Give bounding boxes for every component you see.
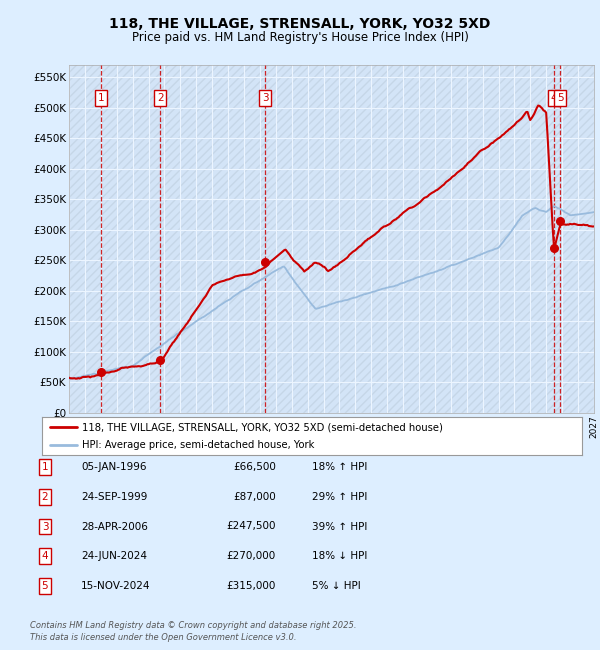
Text: £87,000: £87,000 [233, 491, 276, 502]
Text: 18% ↓ HPI: 18% ↓ HPI [312, 551, 367, 562]
Text: 1: 1 [41, 462, 49, 472]
Text: 118, THE VILLAGE, STRENSALL, YORK, YO32 5XD (semi-detached house): 118, THE VILLAGE, STRENSALL, YORK, YO32 … [83, 422, 443, 432]
Text: 24-JUN-2024: 24-JUN-2024 [81, 551, 147, 562]
Text: 1: 1 [98, 93, 104, 103]
Text: HPI: Average price, semi-detached house, York: HPI: Average price, semi-detached house,… [83, 440, 315, 450]
Text: 118, THE VILLAGE, STRENSALL, YORK, YO32 5XD: 118, THE VILLAGE, STRENSALL, YORK, YO32 … [109, 17, 491, 31]
Text: 2: 2 [41, 491, 49, 502]
Text: £270,000: £270,000 [227, 551, 276, 562]
Text: Contains HM Land Registry data © Crown copyright and database right 2025.
This d: Contains HM Land Registry data © Crown c… [30, 621, 356, 642]
Text: 4: 4 [41, 551, 49, 562]
Text: 3: 3 [41, 521, 49, 532]
Text: 18% ↑ HPI: 18% ↑ HPI [312, 462, 367, 472]
Text: 4: 4 [551, 93, 557, 103]
Text: £315,000: £315,000 [227, 581, 276, 592]
Text: 3: 3 [262, 93, 268, 103]
Text: 15-NOV-2024: 15-NOV-2024 [81, 581, 151, 592]
Text: £66,500: £66,500 [233, 462, 276, 472]
Text: 28-APR-2006: 28-APR-2006 [81, 521, 148, 532]
Text: 05-JAN-1996: 05-JAN-1996 [81, 462, 146, 472]
Text: 39% ↑ HPI: 39% ↑ HPI [312, 521, 367, 532]
Text: Price paid vs. HM Land Registry's House Price Index (HPI): Price paid vs. HM Land Registry's House … [131, 31, 469, 44]
Text: 5: 5 [41, 581, 49, 592]
Text: 5% ↓ HPI: 5% ↓ HPI [312, 581, 361, 592]
Text: 29% ↑ HPI: 29% ↑ HPI [312, 491, 367, 502]
Text: £247,500: £247,500 [227, 521, 276, 532]
Text: 2: 2 [157, 93, 163, 103]
Text: 5: 5 [557, 93, 563, 103]
Text: 24-SEP-1999: 24-SEP-1999 [81, 491, 148, 502]
